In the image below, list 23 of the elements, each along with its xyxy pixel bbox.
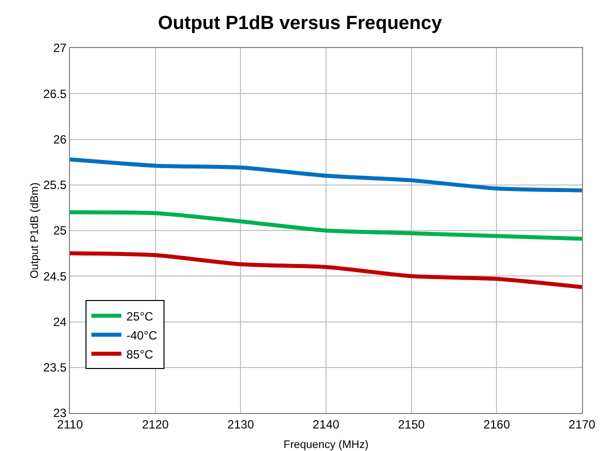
- x-tick-label: 2170: [568, 417, 596, 432]
- legend-label: 25°C: [126, 309, 154, 324]
- line-series: [70, 157, 582, 192]
- x-tick-label: 2120: [142, 417, 169, 432]
- y-tick-label: 26: [53, 132, 67, 146]
- y-tick-label: 24.5: [43, 269, 67, 284]
- x-axis-title: Frequency (MHz): [284, 439, 368, 451]
- y-tick-label: 25.5: [43, 178, 67, 192]
- chart-title: Output P1dB versus Frequency: [158, 13, 442, 34]
- x-tick-label: 2150: [398, 417, 425, 432]
- y-tick-label: 23.5: [43, 360, 67, 375]
- x-tick-label: 2140: [312, 417, 340, 432]
- y-tick-label: 24: [53, 314, 67, 329]
- legend-label: 85°C: [126, 347, 154, 362]
- y-tick-label: 25: [53, 224, 67, 238]
- x-tick-label: 2160: [483, 417, 510, 432]
- line-series: [70, 210, 582, 241]
- legend-label: -40°C: [126, 328, 158, 342]
- y-axis-title: Output P1dB (dBm): [29, 182, 41, 278]
- x-tick-label: 2130: [227, 417, 254, 432]
- y-tick-label: 26.5: [43, 86, 67, 101]
- y-tick-label: 27: [53, 41, 67, 56]
- line-series: [70, 251, 582, 290]
